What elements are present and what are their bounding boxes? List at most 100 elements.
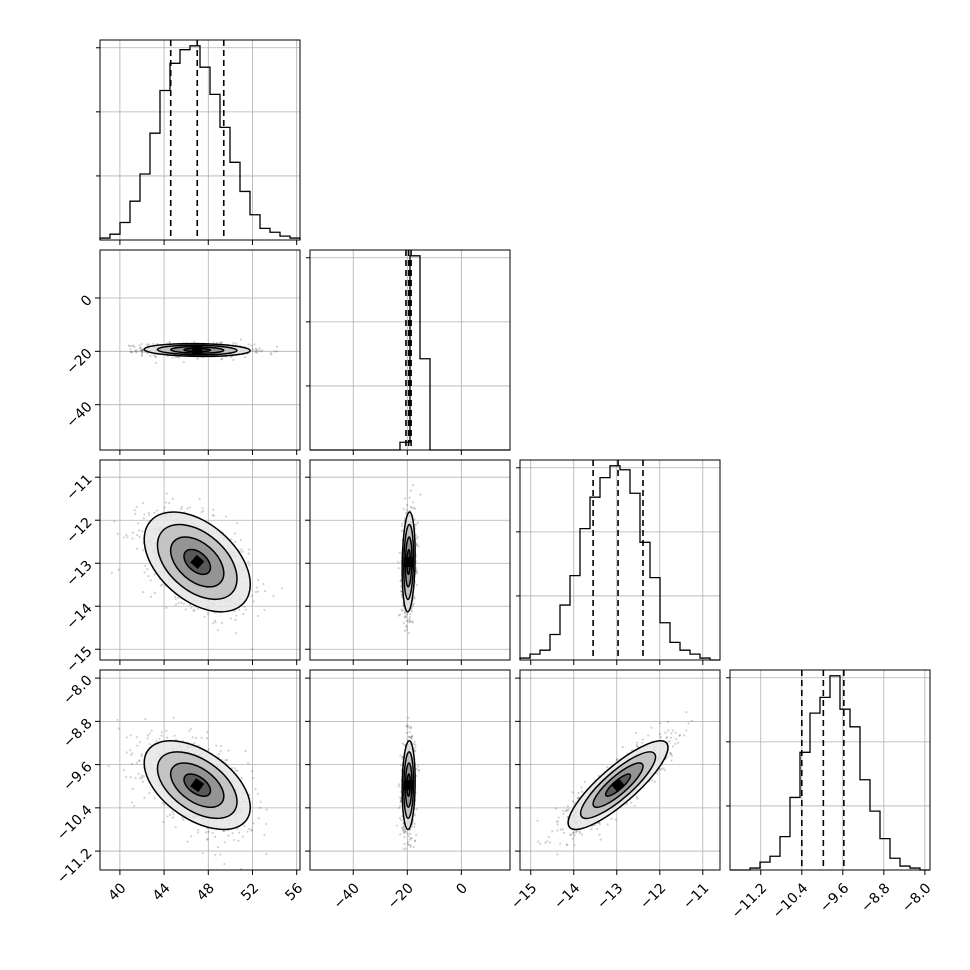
scatter-point xyxy=(257,817,260,820)
scatter-point xyxy=(417,765,420,768)
scatter-point xyxy=(415,570,418,574)
scatter-point xyxy=(414,839,417,842)
scatter-point xyxy=(129,776,132,779)
scatter-point xyxy=(402,822,405,825)
scatter-point xyxy=(134,349,137,352)
scatter-point xyxy=(110,571,114,574)
scatter-point xyxy=(236,827,239,830)
scatter-point xyxy=(409,837,413,840)
scatter-point xyxy=(246,830,249,833)
scatter-point xyxy=(139,777,142,780)
scatter-point xyxy=(251,770,254,773)
scatter-point xyxy=(134,776,137,780)
scatter-point xyxy=(409,489,412,492)
scatter-point xyxy=(408,838,411,841)
scatter-point xyxy=(247,343,250,346)
scatter-point xyxy=(188,729,191,732)
scatter-point xyxy=(139,346,142,349)
scatter-point xyxy=(164,501,167,504)
scatter-point xyxy=(196,357,199,360)
panel-2-0: −15−14−13−12−11 xyxy=(63,459,301,676)
scatter-point xyxy=(411,484,415,487)
scatter-point xyxy=(223,829,226,832)
scatter-point xyxy=(152,354,156,357)
scatter-point xyxy=(234,342,238,345)
scatter-point xyxy=(669,751,672,754)
scatter-point xyxy=(606,766,609,769)
x-tick-label: −40 xyxy=(331,880,363,912)
scatter-point xyxy=(141,348,144,351)
contour-line xyxy=(406,548,412,576)
scatter-point xyxy=(190,606,193,609)
scatter-point xyxy=(219,341,223,344)
scatter-point xyxy=(141,774,144,778)
scatter-point xyxy=(163,803,166,806)
scatter-point xyxy=(143,571,146,574)
scatter-point xyxy=(400,524,404,528)
scatter-point xyxy=(202,509,205,513)
scatter-point xyxy=(250,829,253,832)
scatter-point xyxy=(134,512,137,515)
scatter-point xyxy=(232,838,236,842)
scatter-point xyxy=(201,507,204,510)
scatter-point xyxy=(402,831,406,835)
scatter-point xyxy=(125,736,128,739)
scatter-point xyxy=(201,852,204,855)
scatter-point xyxy=(232,358,235,362)
scatter-point xyxy=(117,568,120,571)
scatter-point xyxy=(129,753,133,757)
scatter-point xyxy=(415,808,419,811)
scatter-point xyxy=(135,761,138,764)
scatter-point xyxy=(143,513,146,516)
scatter-point xyxy=(144,564,147,567)
scatter-point xyxy=(223,841,226,844)
scatter-point xyxy=(230,538,233,541)
scatter-point xyxy=(256,614,260,618)
scatter-point xyxy=(140,755,143,758)
scatter-point xyxy=(138,741,142,744)
scatter-point xyxy=(409,619,412,622)
scatter-point xyxy=(172,813,175,816)
scatter-point xyxy=(200,511,203,514)
scatter-point xyxy=(411,501,415,504)
scatter-point xyxy=(197,828,200,832)
scatter-point xyxy=(130,350,133,353)
scatter-point xyxy=(399,800,402,804)
histogram-series xyxy=(99,45,301,240)
scatter-point xyxy=(233,532,237,535)
scatter-point xyxy=(397,785,400,788)
scatter-point xyxy=(265,852,268,856)
scatter-point xyxy=(147,575,150,578)
scatter-point xyxy=(410,737,413,741)
scatter-point xyxy=(251,648,254,651)
scatter-point xyxy=(193,741,196,745)
scatter-point xyxy=(641,738,644,741)
scatter-point xyxy=(238,608,241,612)
scatter-point xyxy=(415,537,418,540)
contour-line xyxy=(404,536,413,588)
x-tick-label: 40 xyxy=(106,880,130,904)
scatter-point xyxy=(411,620,414,623)
panel-frame xyxy=(309,669,511,871)
scatter-point xyxy=(224,515,228,518)
scatter-point xyxy=(401,522,404,525)
contour-line xyxy=(401,511,416,613)
scatter-point xyxy=(127,344,131,347)
scatter-point xyxy=(678,734,681,737)
scatter-point xyxy=(138,759,141,762)
scatter-point xyxy=(131,537,134,540)
scatter-point xyxy=(412,742,415,745)
scatter-point xyxy=(401,609,405,612)
scatter-point xyxy=(399,754,402,757)
scatter-point xyxy=(259,806,262,809)
scatter-point xyxy=(551,830,554,833)
scatter-point xyxy=(596,827,599,830)
scatter-point xyxy=(239,538,242,542)
scatter-point xyxy=(255,586,258,589)
panel-3-0: −11.2−10.4−9.6−8.8−8.040 44 48 52 56 xyxy=(54,669,306,904)
scatter-point xyxy=(408,731,411,734)
scatter-point xyxy=(122,536,126,539)
scatter-point xyxy=(135,547,139,550)
scatter-point xyxy=(663,769,666,772)
